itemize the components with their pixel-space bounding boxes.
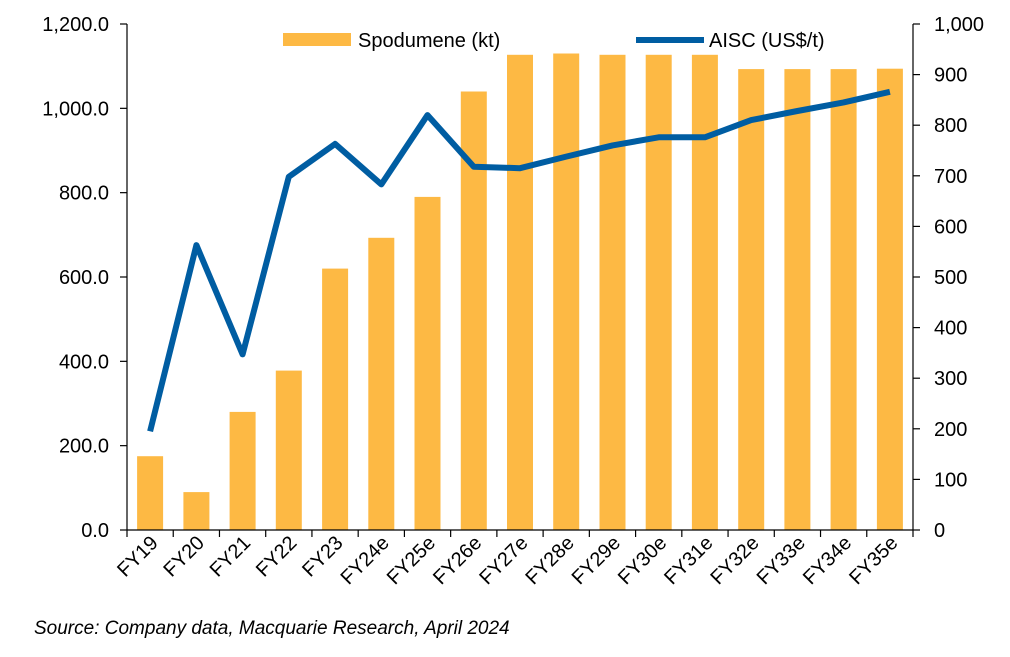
legend: Spodumene (kt) AISC (US$/t): [283, 30, 825, 52]
bars-layer: [137, 53, 903, 531]
x-tick-label: FY35e: [845, 532, 902, 589]
bar-FY34e: [830, 69, 857, 530]
right-tick-label: 800: [934, 115, 967, 137]
legend-line-label: AISC (US$/t): [709, 30, 825, 52]
left-tick-label: 400.0: [59, 351, 109, 373]
line-layer: [147, 88, 891, 433]
bar-FY30e: [645, 54, 672, 531]
right-tick-label: 300: [934, 368, 967, 390]
right-tick-label: 700: [934, 166, 967, 188]
bar-FY32e: [738, 69, 765, 530]
x-tick-label: FY21: [206, 532, 255, 581]
right-tick-label: 1,000: [934, 14, 984, 36]
x-tick-label: FY32e: [706, 532, 763, 589]
right-tick-label: 100: [934, 469, 967, 491]
right-tick-label: 200: [934, 419, 967, 441]
x-tick-label: FY31e: [660, 532, 717, 589]
right-tick-label: 500: [934, 267, 967, 289]
left-tick-label: 0.0: [81, 520, 109, 542]
bar-FY33e: [784, 69, 811, 530]
right-tick-label: 400: [934, 318, 967, 340]
x-tick-label: FY28e: [522, 532, 579, 589]
bar-FY28e: [553, 53, 580, 530]
right-tick-label: 0: [934, 520, 945, 542]
x-tick-label: FY20: [160, 532, 209, 581]
left-tick-label: 800.0: [59, 183, 109, 205]
left-tick-label: 600.0: [59, 267, 109, 289]
x-tick-label: FY33e: [753, 532, 810, 589]
bar-FY31e: [691, 54, 718, 531]
right-tick-label: 900: [934, 65, 967, 87]
left-tick-label: 200.0: [59, 436, 109, 458]
bar-FY29e: [599, 54, 626, 531]
x-tick-label: FY30e: [614, 532, 671, 589]
bar-FY24e: [368, 237, 395, 531]
bar-FY25e: [414, 196, 441, 530]
x-tick-label: FY25e: [383, 532, 440, 589]
x-tick-label: FY29e: [568, 532, 625, 589]
bar-FY19: [137, 456, 164, 530]
right-tick-label: 600: [934, 216, 967, 238]
x-tick-label: FY26e: [429, 532, 486, 589]
bar-FY22: [275, 370, 302, 530]
left-tick-label: 1,000.0: [42, 98, 109, 120]
x-tick-label: FY22: [252, 532, 301, 581]
legend-bar-label: Spodumene (kt): [358, 30, 500, 52]
bar-FY35e: [876, 68, 903, 530]
legend-bar-swatch: [283, 33, 351, 46]
bar-FY21: [229, 411, 256, 530]
source-note: Source: Company data, Macquarie Research…: [34, 618, 510, 639]
x-tick-label: FY19: [113, 532, 162, 581]
x-tick-label: FY24e: [337, 532, 394, 589]
bar-FY27e: [507, 54, 533, 531]
x-tick-label: FY34e: [799, 532, 856, 589]
bar-FY20: [183, 492, 210, 530]
left-tick-label: 1,200.0: [42, 14, 109, 36]
x-tick-label: FY27e: [475, 532, 532, 589]
bar-FY23: [322, 268, 349, 530]
